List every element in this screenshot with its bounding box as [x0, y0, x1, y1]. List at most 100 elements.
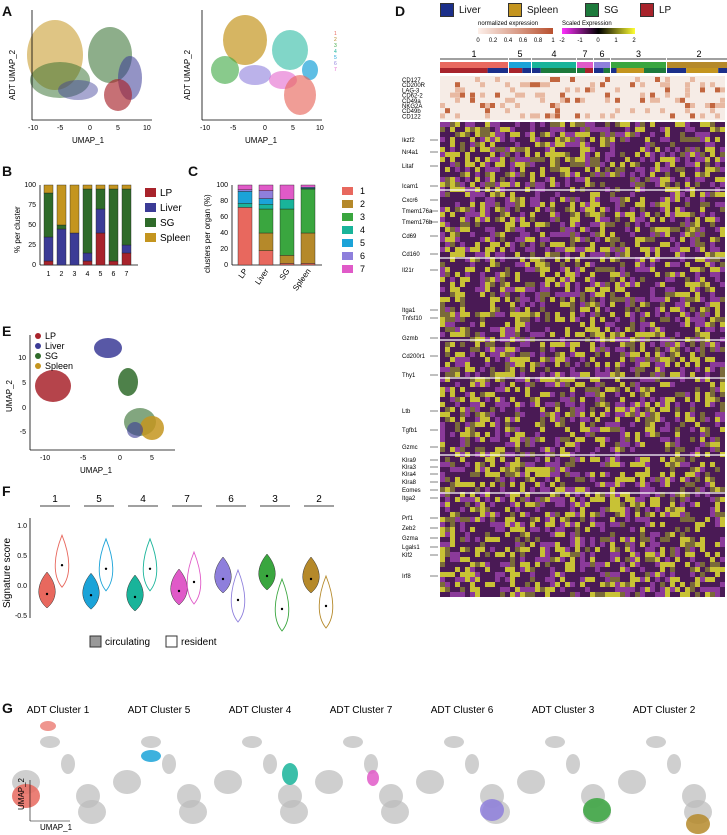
f-ytick-0: -0.5: [15, 613, 27, 620]
panel-label-e: E: [2, 323, 12, 339]
b-bar-5-Spleen: [95, 184, 106, 190]
d-gene-Itga2: Itga2: [402, 496, 416, 502]
d-cluster-label-1: 1: [471, 49, 476, 59]
f-ylabel: Signature score: [2, 538, 13, 608]
panel-label-c: C: [188, 163, 199, 179]
c-xtick-Spleen: Spleen: [291, 267, 313, 293]
c-bar-Spleen-2: [300, 232, 316, 264]
panel-g: ADT Cluster 1 ADT Cluster 5 ADT Cluster 4 A…: [0, 700, 727, 835]
a-legend-5: 5: [334, 55, 337, 61]
umap-organ: [27, 20, 142, 111]
b-bar-4-Spleen: [82, 184, 93, 190]
a-legend-4: 4: [334, 49, 337, 55]
b-bar-2-Liver: [56, 228, 67, 266]
f-violin-circ-3: [258, 553, 276, 591]
c-ytick-0: 0: [224, 262, 228, 269]
d-gene-Eomes: Eomes: [402, 488, 421, 494]
c-legend-1: 1: [360, 186, 365, 196]
d-gene-Irf8: Irf8: [402, 574, 411, 580]
c-bar-Liver-3: [258, 208, 274, 234]
c-xtick-Liver: Liver: [253, 267, 271, 287]
d-scaled-label: Scaled Expression: [562, 21, 612, 27]
f-violin-circ-5: [82, 572, 100, 610]
c-bar-LP-1: [237, 207, 253, 266]
f-ytick-3: 1.0: [17, 523, 27, 530]
f-legend-circulating: circulating: [105, 637, 150, 648]
c-bar-Spleen-7: [300, 184, 316, 188]
f-group-6: 6: [228, 494, 234, 505]
d-gene-Tnfsf10: Tnfsf10: [402, 316, 423, 322]
b-ytick-0: 0: [32, 262, 36, 269]
b-bar-4-LP: [82, 260, 93, 266]
c-bar-Liver-6: [258, 190, 274, 199]
b-bar-5-Liver: [95, 208, 106, 234]
b-ytick-2: 50: [28, 222, 36, 229]
d-norm-tick-2: 0.4: [504, 38, 513, 44]
a-legend-3: 3: [334, 43, 337, 49]
a2-xtick-1: -5: [230, 125, 236, 132]
a-legend-7: 7: [334, 67, 337, 73]
c-bar-Spleen-3: [300, 188, 316, 234]
b-bar-6-Spleen: [108, 184, 119, 190]
d-adt-CD200R: CD200R: [402, 83, 426, 89]
a2-xtick-4: 10: [316, 125, 324, 132]
b-ytick-1: 25: [28, 242, 36, 249]
d-adt-CD49a: CD49a: [402, 99, 421, 105]
c-legend-swatch-4: [342, 226, 353, 234]
chart-c: 0 20 40 60 80 100 clusters per organ (%)…: [203, 182, 365, 293]
g-umap-4: [315, 736, 409, 824]
b-bar-7-SG: [121, 188, 132, 246]
g-title-5: ADT Cluster 6: [431, 705, 494, 716]
d-norm-tick-4: 0.8: [534, 38, 543, 44]
panel-label-g: G: [2, 700, 13, 716]
f-group-5: 5: [96, 494, 102, 505]
d-legend-lp: LP: [640, 3, 671, 17]
b-bar-2-SG: [56, 224, 67, 230]
d-gene-Tmem176b: Tmem176b: [402, 220, 433, 226]
c-bar-SG-2: [279, 255, 295, 264]
d-gene-Klf2: Klf2: [402, 553, 413, 559]
d-cluster-label-4: 4: [551, 49, 556, 59]
c-bar-LP-4: [237, 203, 253, 208]
panel-label-d: D: [395, 3, 406, 19]
b-xtick-7: 7: [125, 271, 129, 278]
panel-label-a: A: [2, 3, 13, 19]
g-ylabel: UMAP_2: [17, 777, 26, 810]
g-umap-3: [214, 736, 308, 824]
d-cluster-label-3: 3: [636, 49, 641, 59]
a-legend-2: 2: [334, 37, 337, 43]
d-gene-Cxcr6: Cxcr6: [402, 198, 418, 204]
g-title-3: ADT Cluster 4: [229, 705, 292, 716]
d-cluster-bar-2: [667, 62, 727, 68]
d-gene-Klra9: Klra9: [402, 458, 417, 464]
d-gene-Litaf: Litaf: [402, 164, 414, 170]
f-violin-res-2: [318, 574, 334, 629]
d-gene-Klra8: Klra8: [402, 480, 417, 486]
c-bar-LP-5: [237, 191, 253, 204]
c-ytick-3: 60: [220, 214, 228, 221]
d-gene-Tmem176a: Tmem176a: [402, 209, 433, 215]
b-legend-lp: LP: [160, 188, 173, 199]
c-bar-SG-4: [279, 199, 295, 210]
b-xtick-2: 2: [60, 271, 64, 278]
c-ytick-5: 100: [216, 182, 228, 189]
d-gene-Klra3: Klra3: [402, 465, 417, 471]
d-norm-tick-3: 0.6: [519, 38, 528, 44]
c-legend-swatch-6: [342, 252, 353, 260]
b-bar-7-Liver: [121, 244, 132, 254]
c-legend-2: 2: [360, 199, 365, 209]
a1-xtick-0: -10: [28, 125, 38, 132]
c-legend-3: 3: [360, 212, 365, 222]
d-scaled-tick-1: -1: [577, 38, 583, 44]
d-gene-Il21r: Il21r: [402, 268, 414, 274]
c-ytick-2: 40: [220, 230, 228, 237]
c-legend-7: 7: [360, 264, 365, 274]
f-violin-circ-1: [38, 571, 56, 609]
e-legend-liver: Liver: [45, 341, 65, 351]
c-bar-SG-3: [279, 208, 295, 256]
b-xtick-5: 5: [99, 271, 103, 278]
umap-organ-e: [35, 338, 164, 440]
a1-xtick-1: -5: [57, 125, 63, 132]
f-group-4: 4: [140, 494, 146, 505]
a1-xtick-4: 10: [143, 125, 151, 132]
